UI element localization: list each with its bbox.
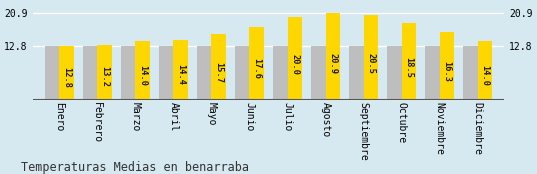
Text: 20.5: 20.5 [366,53,375,74]
Bar [325,13,340,100]
Bar [250,27,264,100]
Text: 13.2: 13.2 [100,66,109,87]
Bar [173,40,188,100]
Text: 12.8: 12.8 [62,67,71,88]
Bar [45,46,59,100]
Text: 14.0: 14.0 [481,65,490,86]
Bar [425,46,440,100]
Bar [364,14,378,100]
Text: Temperaturas Medias en benarraba: Temperaturas Medias en benarraba [21,161,250,174]
Text: 14.0: 14.0 [138,65,147,86]
Bar [387,46,402,100]
Bar [97,45,112,100]
Bar [349,46,364,100]
Bar [121,46,135,100]
Text: 18.5: 18.5 [404,57,413,78]
Bar [235,46,250,100]
Text: 16.3: 16.3 [442,61,452,82]
Bar [311,46,325,100]
Bar [83,46,97,100]
Text: 17.6: 17.6 [252,58,261,79]
Bar [159,46,173,100]
Bar [197,46,212,100]
Text: 14.4: 14.4 [176,64,185,85]
Bar [287,17,302,100]
Bar [59,46,74,100]
Bar [402,23,416,100]
Bar [273,46,287,100]
Text: 20.0: 20.0 [291,54,299,75]
Text: 15.7: 15.7 [214,62,223,83]
Bar [478,41,492,100]
Bar [212,34,226,100]
Bar [440,32,454,100]
Bar [463,46,478,100]
Bar [135,41,150,100]
Text: 20.9: 20.9 [328,53,337,74]
